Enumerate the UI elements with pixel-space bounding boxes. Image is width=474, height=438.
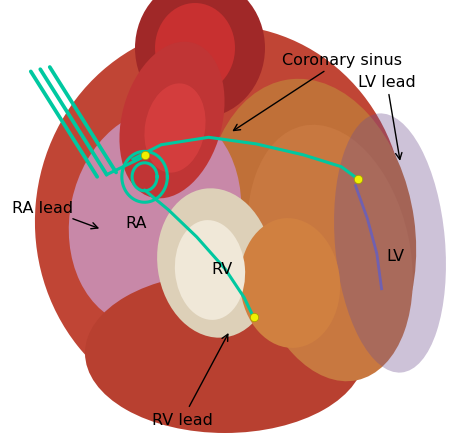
Text: RV lead: RV lead	[152, 335, 228, 427]
Ellipse shape	[204, 80, 416, 387]
Text: RA: RA	[126, 216, 147, 231]
Ellipse shape	[35, 26, 405, 415]
Text: LV lead: LV lead	[358, 75, 416, 160]
Text: LV: LV	[386, 249, 404, 264]
Ellipse shape	[119, 42, 225, 199]
Ellipse shape	[175, 221, 245, 320]
Ellipse shape	[247, 125, 413, 381]
Ellipse shape	[69, 110, 241, 327]
Ellipse shape	[135, 0, 265, 119]
Text: RV: RV	[211, 262, 232, 277]
Text: Coronary sinus: Coronary sinus	[234, 53, 402, 131]
Ellipse shape	[145, 84, 206, 173]
Ellipse shape	[85, 273, 365, 433]
Text: RA lead: RA lead	[12, 201, 98, 229]
Ellipse shape	[334, 114, 446, 373]
Ellipse shape	[240, 219, 340, 348]
Ellipse shape	[155, 4, 235, 94]
Ellipse shape	[157, 189, 273, 338]
